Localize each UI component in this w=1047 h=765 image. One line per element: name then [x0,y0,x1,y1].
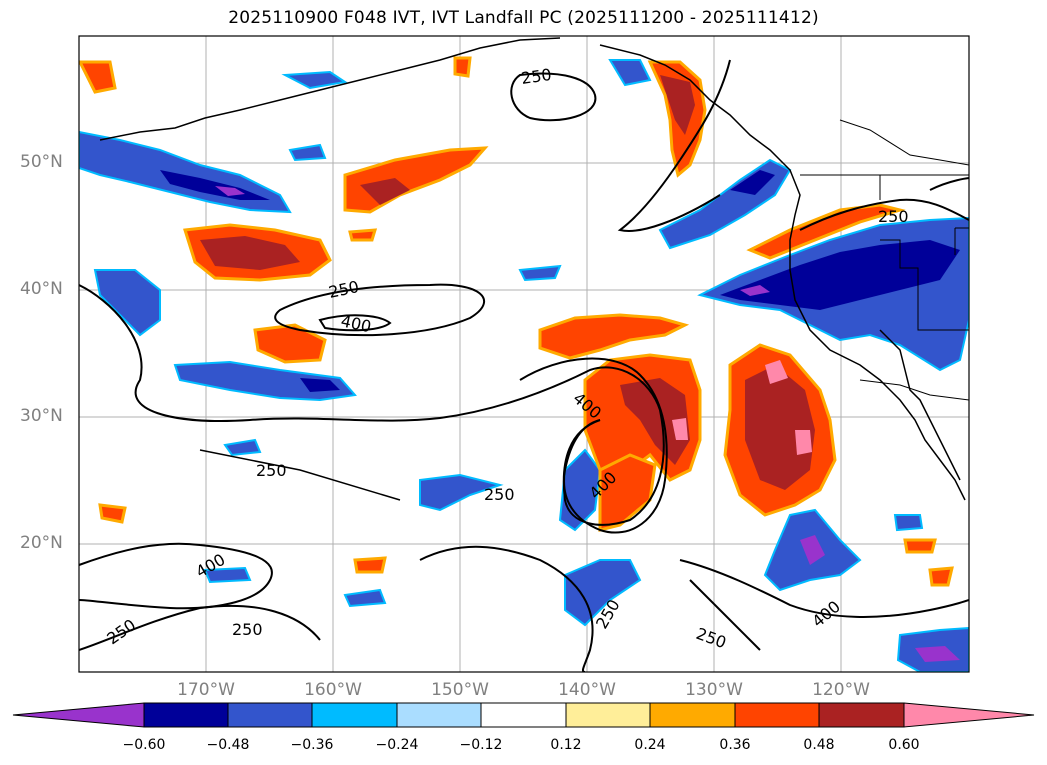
pos-region-west-core [200,236,300,270]
neg-region-northwest-core [730,170,775,195]
pos-region-small-4 [928,566,954,587]
contour-label: 250 [256,461,287,480]
neg-region-gulf-alaska-peak [215,186,245,196]
contour-label: 250 [484,485,515,504]
pos-region-north-central [343,146,489,214]
colorbar-tick-label: 0.24 [634,737,666,753]
pos-region-east-pacific-peak-1 [765,360,788,384]
colorbar-bin [480,702,567,728]
pos-region-small-7 [903,538,937,554]
neg-region-west-coast-peak [740,285,770,296]
pos-region-small-6 [353,556,387,574]
contour-right-mid [799,198,969,231]
coastlines [99,37,966,501]
colorbar-bin [227,702,313,728]
pos-region-small-2 [453,56,472,78]
colorbar-tick-label: 0.60 [888,737,920,753]
contour-label: 250 [520,65,553,88]
neg-region-south-2-core [915,646,960,662]
negative-pc-regions [79,59,969,672]
colorbar-bin [649,702,736,728]
contour-south-east [679,559,969,618]
contour-south-east-2 [689,579,761,651]
lon-label: 150°W [431,680,489,700]
colorbar-low-extension [12,702,145,728]
map-title: 2025110900 F048 IVT, IVT Landfall PC (20… [228,8,819,28]
neg-region-small-5 [608,59,652,87]
pos-region-mid-west [253,323,327,364]
neg-region-pac-west [93,269,161,337]
positive-pc-regions [79,56,954,587]
colorbar-tick-label: −0.36 [290,737,334,753]
lat-label: 40°N [20,279,63,299]
political-borders [800,119,969,401]
contour-label: 250 [327,277,361,302]
pos-region-north-central-core [360,178,410,205]
lon-label: 120°W [812,680,870,700]
contour-label: 250 [694,624,729,652]
neg-region-south-3 [564,559,642,627]
colorbar-bin [396,702,482,728]
colorbar-tick-label: 0.48 [803,737,835,753]
neg-region-small-4 [223,438,262,457]
neg-region-small-3 [518,264,562,282]
contour-south-west [79,542,273,610]
lat-label: 50°N [20,152,63,172]
neg-region-south-1-core [800,535,825,565]
neg-region-small-7 [343,588,387,608]
colorbar-bin [143,702,229,728]
colorbar-tick-label: 0.12 [550,737,582,753]
contour-west-loop [274,283,485,337]
pos-region-central-pacific-core [620,378,690,465]
contour-north-arc [617,59,731,232]
lon-label: 130°W [685,680,743,700]
colorbar-tick-label: 0.36 [719,737,751,753]
neg-region-small-6 [203,566,252,584]
pos-region-central-pacific-peak [672,418,688,440]
pos-region-small-1 [79,60,117,94]
colorbar-bin [565,702,651,728]
pos-region-central-upper [538,313,690,360]
contour-label: 400 [808,597,844,631]
pos-region-small-5 [348,228,378,242]
lat-label: 20°N [20,533,63,553]
colorbar-bin [734,702,820,728]
lon-label: 140°W [558,680,616,700]
contour-label: 250 [103,615,139,648]
contour-alaska-loop [510,72,597,122]
pos-region-alaska-coast-core [660,75,695,135]
lat-label: 30°N [20,406,63,426]
lon-label: 170°W [177,680,235,700]
pos-region-east-pacific-core [745,365,815,490]
neg-region-central-2 [419,473,504,512]
contour-central-400 [519,357,668,534]
map-frame [78,35,970,673]
pos-region-east-pacific-peak-2 [795,430,812,455]
colorbar-high-extension [903,702,1035,728]
neg-region-small-8 [893,514,924,532]
colorbar-bin [311,702,398,728]
contour-south-middle [419,545,594,672]
contour-south-west-2 [79,604,321,651]
neg-region-pac-mid-core [300,378,340,392]
pos-region-northwest-band [746,203,906,260]
colorbar-bin [818,702,905,728]
colorbar-tick-label: −0.12 [459,737,503,753]
contour-inner-400 [318,314,392,332]
colorbar-tick-label: −0.48 [206,737,250,753]
lon-label: 160°W [304,680,362,700]
colorbar [12,702,1035,728]
colorbar-tick-label: −0.24 [375,737,419,753]
neg-region-small-2 [288,143,327,162]
pos-region-small-3 [98,503,127,524]
contour-label: 250 [232,620,263,639]
neg-region-small-1 [281,70,348,90]
contour-right-top [929,177,969,191]
contour-label: 250 [878,207,909,226]
colorbar-tick-label: −0.60 [122,737,166,753]
